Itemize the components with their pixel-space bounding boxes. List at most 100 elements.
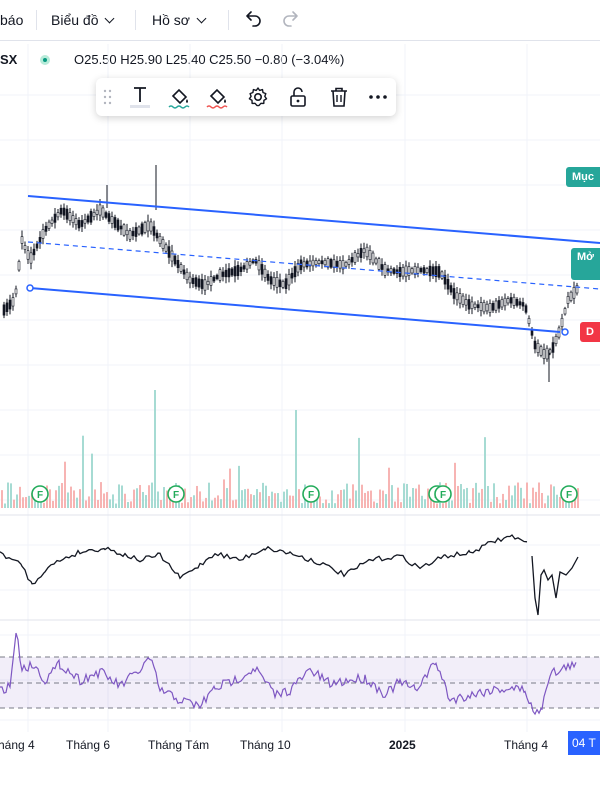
volume-bar — [532, 487, 534, 508]
candle-body — [566, 296, 570, 304]
volume-bar — [490, 501, 492, 508]
drag-handle-icon — [103, 89, 112, 105]
volume-bar — [244, 489, 246, 508]
dividend-marker-icon — [31, 485, 49, 503]
candle-body — [554, 336, 558, 344]
candle-body — [263, 268, 267, 278]
chart-menu-button[interactable]: Biểu đồ — [51, 0, 115, 40]
open-price-tag[interactable]: Mở — [571, 248, 600, 280]
dividend-marker-icon — [560, 485, 578, 503]
candle-body — [497, 300, 501, 309]
volume-bar — [151, 482, 153, 508]
volume-bar — [346, 483, 348, 508]
volume-bar — [49, 489, 51, 508]
time-axis-label: Tháng 4 — [504, 738, 549, 752]
volume-bar — [4, 503, 6, 508]
redo-button[interactable] — [280, 0, 302, 40]
text-icon — [130, 87, 150, 108]
volume-bar — [214, 497, 216, 508]
candle-body — [395, 269, 399, 274]
indicator-line — [531, 555, 579, 616]
candle-body — [149, 221, 153, 232]
volume-bar — [418, 484, 420, 508]
lock-button[interactable] — [284, 83, 312, 111]
candle-body — [116, 219, 120, 231]
volume-bar — [199, 491, 201, 508]
alerts-button[interactable]: báo — [0, 12, 24, 28]
candle-body — [287, 274, 291, 286]
candle-body — [371, 252, 375, 264]
delete-button[interactable] — [325, 83, 353, 111]
candle-body — [491, 303, 495, 311]
volume-bar — [520, 487, 522, 508]
settings-button[interactable] — [244, 83, 272, 111]
candle-body — [284, 278, 288, 289]
volume-bar — [115, 503, 117, 508]
candle-body — [455, 292, 459, 301]
candle-body — [305, 260, 309, 268]
volume-bar — [409, 496, 411, 508]
candle-body — [206, 281, 210, 285]
candle-body — [563, 308, 567, 315]
volume-bar — [67, 492, 69, 508]
ohlc-values: O25.50 H25.90 L25.40 C25.50 −0.80 (−3.04… — [74, 52, 345, 67]
candle-body — [56, 212, 60, 218]
candle-body — [257, 260, 261, 271]
candle-body — [14, 288, 18, 295]
fill-color-button[interactable] — [204, 83, 232, 111]
volume-bar — [232, 500, 234, 508]
volume-bar — [331, 490, 333, 508]
candle-body — [335, 260, 339, 268]
volume-bar — [103, 493, 105, 508]
undo-button[interactable] — [242, 0, 264, 40]
volume-bar — [559, 496, 561, 508]
candle-body — [89, 210, 93, 223]
text-tool-button[interactable] — [126, 83, 154, 111]
candle-body — [74, 218, 78, 226]
candle-body — [47, 221, 51, 229]
candle-body — [440, 271, 444, 279]
redo-icon — [283, 11, 298, 27]
stop-price-tag[interactable]: D — [580, 322, 600, 342]
more-options-button[interactable] — [364, 83, 392, 111]
indicator-line — [0, 534, 528, 585]
candle-body — [524, 305, 528, 313]
candle-body — [467, 299, 471, 310]
symbol-name[interactable]: SX — [0, 52, 18, 67]
volume-bar — [217, 495, 219, 508]
drawing-toolbar — [96, 78, 396, 116]
profile-menu-button[interactable]: Hồ sơ — [152, 0, 207, 40]
volume-bar — [22, 497, 24, 508]
volume-bar — [280, 501, 282, 508]
volume-bar — [454, 462, 456, 508]
candle-body — [506, 298, 510, 304]
candle-body — [134, 227, 138, 237]
candle-body — [230, 268, 234, 276]
candle-body — [158, 235, 162, 245]
candle-body — [479, 302, 483, 311]
volume-bar — [529, 503, 531, 508]
candle-body — [476, 304, 480, 309]
volume-bar — [325, 499, 327, 508]
top-toolbar: báo Biểu đồ Hồ sơ — [0, 0, 600, 41]
candle-body — [227, 268, 231, 278]
candle-body — [143, 222, 147, 233]
volume-bar — [58, 485, 60, 508]
candle-body — [452, 288, 456, 299]
volume-bar — [457, 485, 459, 508]
volume-bar — [97, 499, 99, 508]
target-price-tag[interactable]: Mục — [566, 167, 600, 187]
time-axis-label: háng 4 — [0, 738, 35, 752]
candle-body — [362, 248, 366, 253]
time-axis[interactable]: háng 4 Tháng 6 Tháng Tám Tháng 10 2025 T… — [0, 735, 600, 759]
volume-bar — [73, 490, 75, 508]
candle-body — [536, 343, 540, 353]
line-color-button[interactable] — [166, 83, 194, 111]
volume-bar — [43, 502, 45, 508]
channel-anchor-point — [561, 328, 569, 336]
volume-bar — [574, 494, 576, 508]
volume-bar — [337, 494, 339, 508]
drag-handle[interactable] — [100, 83, 116, 111]
unlock-icon — [290, 87, 306, 107]
